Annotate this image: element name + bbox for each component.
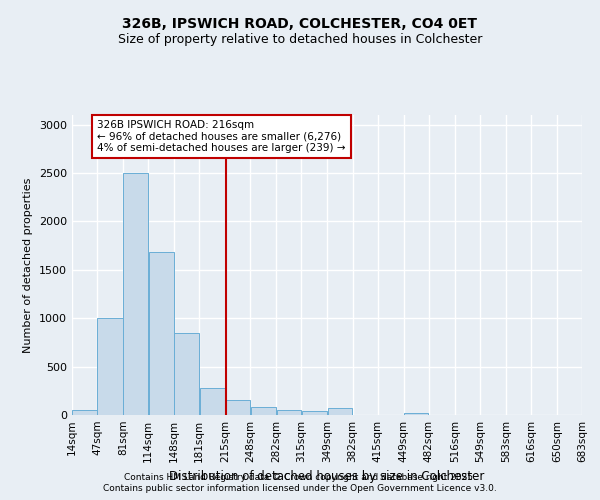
Bar: [251, 408, 276, 415]
Text: 326B, IPSWICH ROAD, COLCHESTER, CO4 0ET: 326B, IPSWICH ROAD, COLCHESTER, CO4 0ET: [122, 18, 478, 32]
Bar: [200, 388, 225, 415]
Y-axis label: Number of detached properties: Number of detached properties: [23, 178, 34, 352]
Bar: [302, 411, 327, 415]
Bar: [328, 408, 352, 415]
Text: 326B IPSWICH ROAD: 216sqm
← 96% of detached houses are smaller (6,276)
4% of sem: 326B IPSWICH ROAD: 216sqm ← 96% of detac…: [97, 120, 346, 153]
Bar: [277, 410, 301, 415]
Text: Size of property relative to detached houses in Colchester: Size of property relative to detached ho…: [118, 32, 482, 46]
Bar: [124, 173, 148, 415]
Bar: [175, 332, 199, 415]
Bar: [226, 400, 250, 415]
Bar: [404, 412, 428, 415]
Text: Contains HM Land Registry data © Crown copyright and database right 2025.: Contains HM Land Registry data © Crown c…: [124, 472, 476, 482]
X-axis label: Distribution of detached houses by size in Colchester: Distribution of detached houses by size …: [169, 470, 485, 484]
Text: Contains public sector information licensed under the Open Government Licence v3: Contains public sector information licen…: [103, 484, 497, 493]
Bar: [97, 318, 123, 415]
Bar: [73, 410, 97, 415]
Bar: [149, 252, 174, 415]
